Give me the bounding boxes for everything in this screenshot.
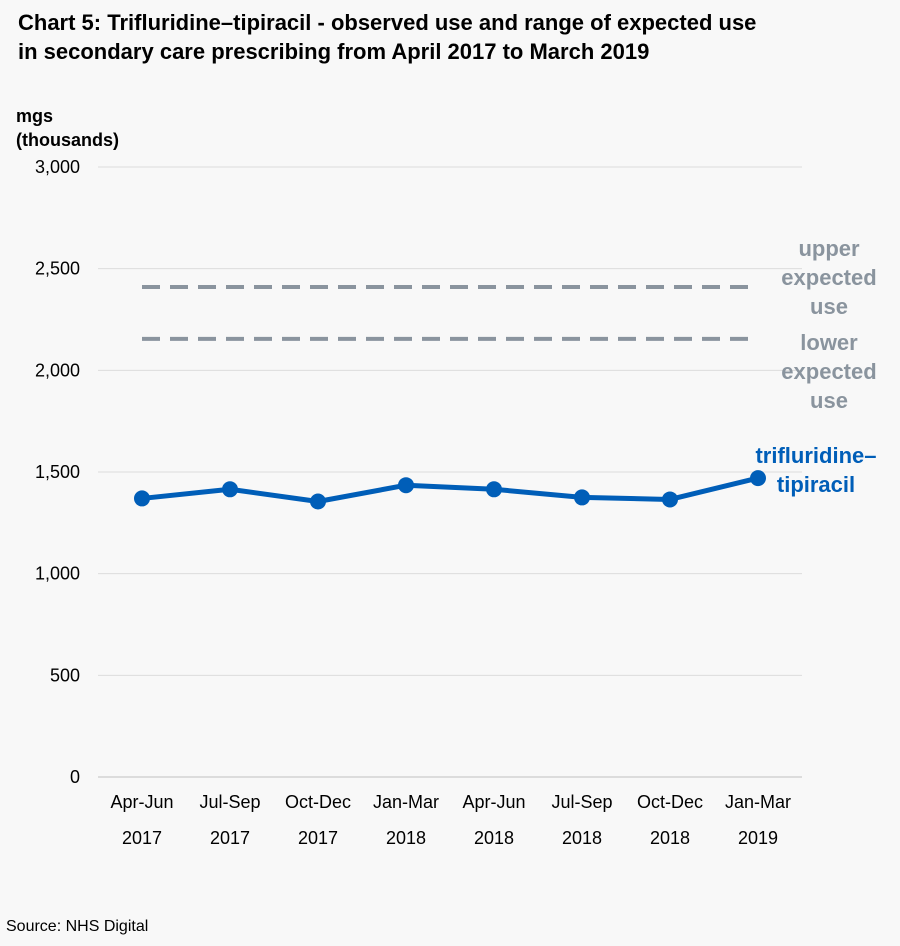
data-point-observed: [134, 490, 150, 507]
chart-title-line-2: in secondary care prescribing from April…: [18, 39, 650, 64]
x-tick-label-year: 2017: [298, 828, 338, 848]
data-point-observed: [486, 481, 502, 498]
series-label-lower-expected: use: [810, 388, 848, 413]
series-label-lower-expected: lower: [800, 330, 858, 355]
x-tick-label-period: Oct-Dec: [637, 792, 703, 812]
series-label-upper-expected: upper: [798, 236, 860, 261]
y-tick-label: 2,000: [35, 360, 80, 380]
x-tick-label-period: Apr-Jun: [110, 792, 173, 812]
x-tick-label-period: Oct-Dec: [285, 792, 351, 812]
x-tick-label-year: 2018: [474, 828, 514, 848]
data-point-observed: [398, 477, 414, 494]
chart-title: Chart 5: Trifluridine–tipiracil - observ…: [18, 8, 888, 66]
y-tick-label: 1,000: [35, 564, 80, 584]
y-tick-label: 3,000: [35, 157, 80, 177]
data-point-observed: [574, 489, 590, 506]
x-tick-label-year: 2017: [210, 828, 250, 848]
series-label-lower-expected: expected: [781, 359, 876, 384]
x-tick-label-year: 2017: [122, 828, 162, 848]
x-tick-label-period: Jul-Sep: [551, 792, 612, 812]
x-tick-label-year: 2019: [738, 828, 778, 848]
y-tick-label: 2,500: [35, 259, 80, 279]
series-label-observed: trifluridine–: [755, 443, 876, 468]
series-label-upper-expected: use: [810, 294, 848, 319]
x-tick-label-year: 2018: [650, 828, 690, 848]
data-point-observed: [310, 493, 326, 510]
data-point-observed: [662, 491, 678, 508]
x-tick-label-period: Jul-Sep: [199, 792, 260, 812]
series-line-observed: [141, 475, 759, 504]
x-tick-label-period: Jan-Mar: [373, 792, 439, 812]
series-label-observed: tipiracil: [777, 472, 855, 497]
series-label-upper-expected: expected: [781, 265, 876, 290]
x-tick-label-year: 2018: [562, 828, 602, 848]
source-note: Source: NHS Digital: [6, 918, 149, 935]
y-axis-label-line: mgs: [16, 106, 53, 126]
x-tick-label-period: Apr-Jun: [462, 792, 525, 812]
y-tick-label: 0: [70, 767, 80, 787]
y-tick-label: 500: [50, 665, 80, 685]
data-point-observed: [222, 481, 238, 498]
data-point-observed: [750, 470, 766, 487]
chart-title-line-1: Chart 5: Trifluridine–tipiracil - observ…: [18, 10, 757, 35]
y-tick-label: 1,500: [35, 462, 80, 482]
x-tick-label-year: 2018: [386, 828, 426, 848]
x-tick-label-period: Jan-Mar: [725, 792, 791, 812]
y-axis-label-line: (thousands): [16, 130, 119, 150]
